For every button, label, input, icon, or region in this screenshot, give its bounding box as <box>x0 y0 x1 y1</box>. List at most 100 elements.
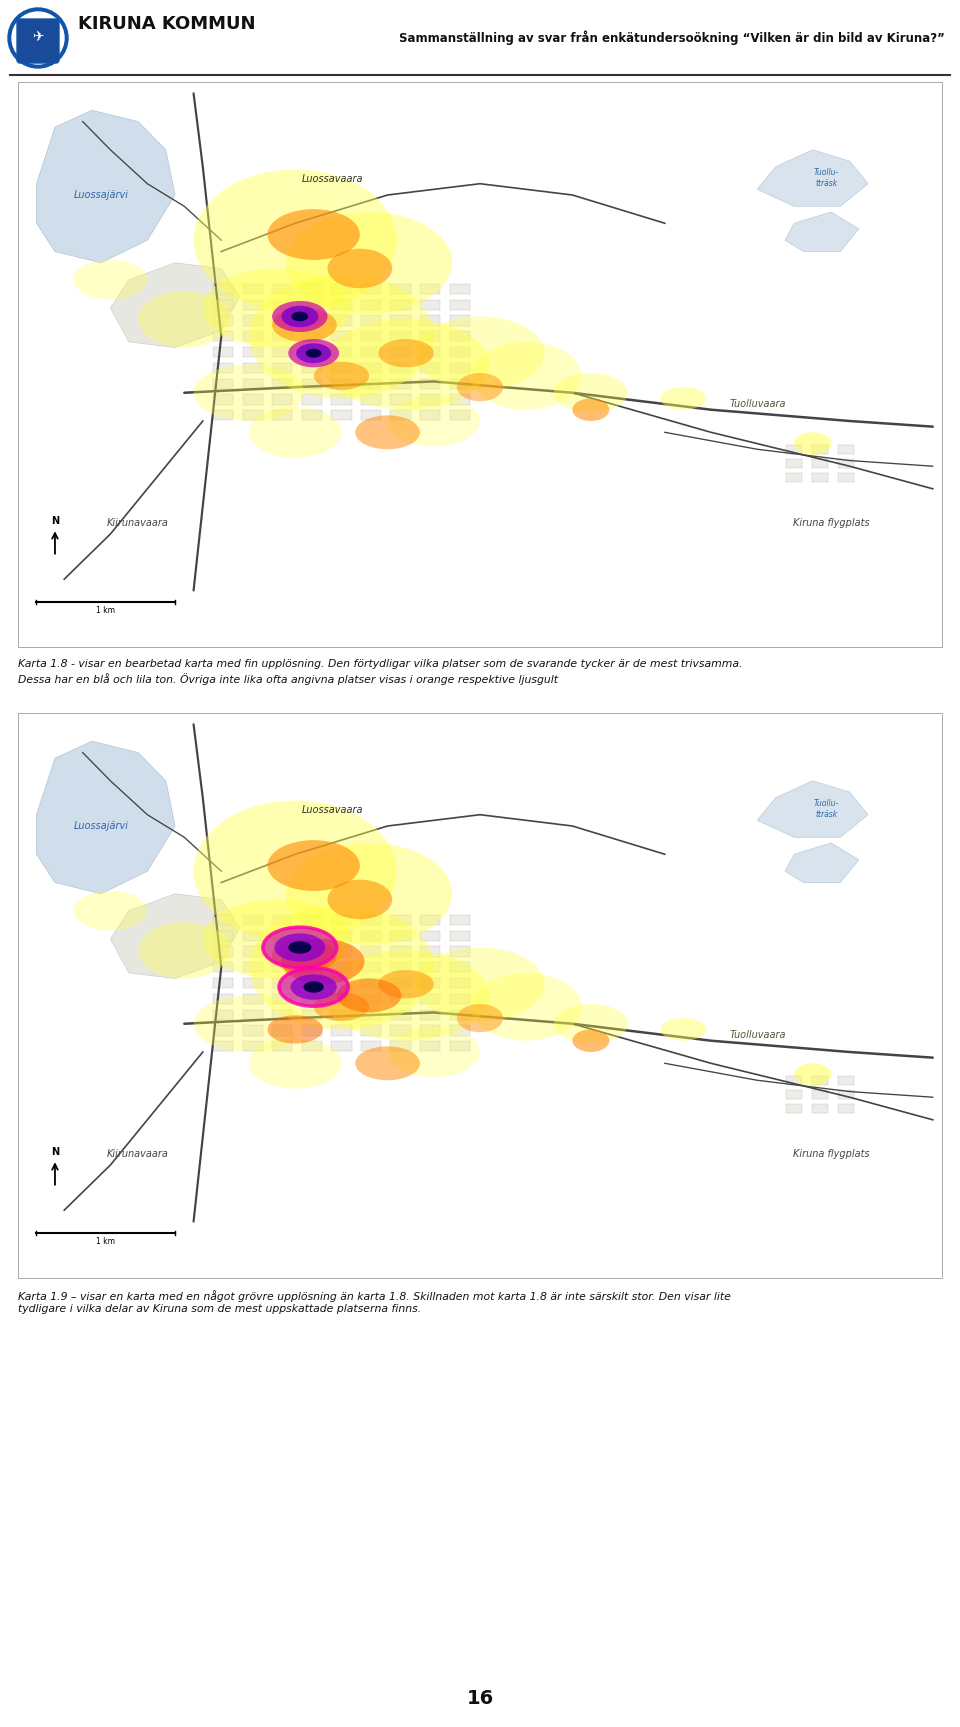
Bar <box>449 962 469 972</box>
Bar <box>420 1041 441 1052</box>
Bar <box>331 1010 351 1021</box>
Ellipse shape <box>263 927 337 967</box>
Bar <box>272 1026 293 1036</box>
Text: 1 km: 1 km <box>96 606 115 615</box>
Ellipse shape <box>470 972 582 1041</box>
Ellipse shape <box>337 979 401 1012</box>
Bar <box>391 962 411 972</box>
Ellipse shape <box>249 1038 342 1088</box>
Text: Kiirunavaara: Kiirunavaara <box>108 518 169 528</box>
Bar <box>243 316 263 325</box>
Bar <box>361 347 381 357</box>
Bar <box>449 1041 469 1052</box>
Bar <box>812 459 828 468</box>
Bar <box>391 915 411 926</box>
Ellipse shape <box>416 316 544 390</box>
Bar <box>449 946 469 957</box>
Bar <box>420 283 441 294</box>
Text: 1 km: 1 km <box>96 1237 115 1245</box>
Bar <box>420 347 441 357</box>
Ellipse shape <box>457 373 503 401</box>
Bar <box>449 411 469 420</box>
Bar <box>449 394 469 404</box>
Bar <box>301 977 322 988</box>
Bar <box>213 977 233 988</box>
Ellipse shape <box>249 408 342 458</box>
Ellipse shape <box>203 268 350 347</box>
Bar <box>391 931 411 941</box>
Text: Luossajärvi: Luossajärvi <box>74 820 129 831</box>
Bar <box>243 946 263 957</box>
Text: ✈: ✈ <box>33 29 44 43</box>
Text: Sammanställning av svar från enkätundersoökning “Vilken är din bild av Kiruna?”: Sammanställning av svar från enkätunders… <box>399 31 945 45</box>
Bar <box>391 946 411 957</box>
Text: Tuolluvaara: Tuolluvaara <box>730 399 786 409</box>
Ellipse shape <box>73 261 148 299</box>
Text: Kiruna flygplats: Kiruna flygplats <box>793 518 870 528</box>
Bar <box>391 977 411 988</box>
Bar <box>272 347 293 357</box>
Bar <box>301 993 322 1003</box>
Ellipse shape <box>323 319 490 409</box>
Ellipse shape <box>286 212 452 314</box>
Bar <box>213 962 233 972</box>
Ellipse shape <box>272 939 337 972</box>
Bar <box>449 316 469 325</box>
Ellipse shape <box>272 307 337 342</box>
Bar <box>213 316 233 325</box>
Bar <box>301 283 322 294</box>
Bar <box>361 394 381 404</box>
Bar <box>361 977 381 988</box>
Bar <box>420 332 441 342</box>
Bar <box>837 473 854 482</box>
Bar <box>391 1010 411 1021</box>
Bar <box>837 1104 854 1112</box>
Bar <box>301 363 322 373</box>
Ellipse shape <box>203 900 350 979</box>
Bar <box>213 363 233 373</box>
Bar <box>391 1041 411 1052</box>
Bar <box>812 446 828 454</box>
Ellipse shape <box>660 387 707 409</box>
Bar <box>243 977 263 988</box>
Ellipse shape <box>572 1029 610 1052</box>
Ellipse shape <box>327 879 393 919</box>
Bar <box>301 347 322 357</box>
Bar <box>420 1010 441 1021</box>
Ellipse shape <box>554 373 628 413</box>
Bar <box>391 363 411 373</box>
Ellipse shape <box>314 993 369 1021</box>
Bar <box>213 993 233 1003</box>
Bar <box>420 316 441 325</box>
Bar <box>213 394 233 404</box>
Ellipse shape <box>268 839 360 891</box>
Bar <box>361 915 381 926</box>
Bar <box>243 962 263 972</box>
Bar <box>213 1041 233 1052</box>
Bar <box>272 962 293 972</box>
Bar <box>213 378 233 389</box>
Ellipse shape <box>388 1026 480 1078</box>
Bar <box>243 299 263 309</box>
Bar <box>786 446 803 454</box>
Bar <box>391 378 411 389</box>
Bar <box>272 363 293 373</box>
Bar <box>786 1076 803 1085</box>
Ellipse shape <box>249 905 434 1029</box>
Bar <box>361 411 381 420</box>
Bar <box>331 962 351 972</box>
Bar <box>213 411 233 420</box>
Ellipse shape <box>194 801 396 941</box>
Bar <box>361 299 381 309</box>
Polygon shape <box>757 781 868 838</box>
Text: N: N <box>51 1147 59 1157</box>
Bar <box>837 1076 854 1085</box>
Bar <box>272 1041 293 1052</box>
Ellipse shape <box>303 981 324 993</box>
Ellipse shape <box>470 342 582 409</box>
Bar <box>272 931 293 941</box>
Bar <box>272 299 293 309</box>
Ellipse shape <box>73 891 148 931</box>
Bar <box>420 394 441 404</box>
Text: Tuollu-
tträsk: Tuollu- tträsk <box>814 800 839 819</box>
